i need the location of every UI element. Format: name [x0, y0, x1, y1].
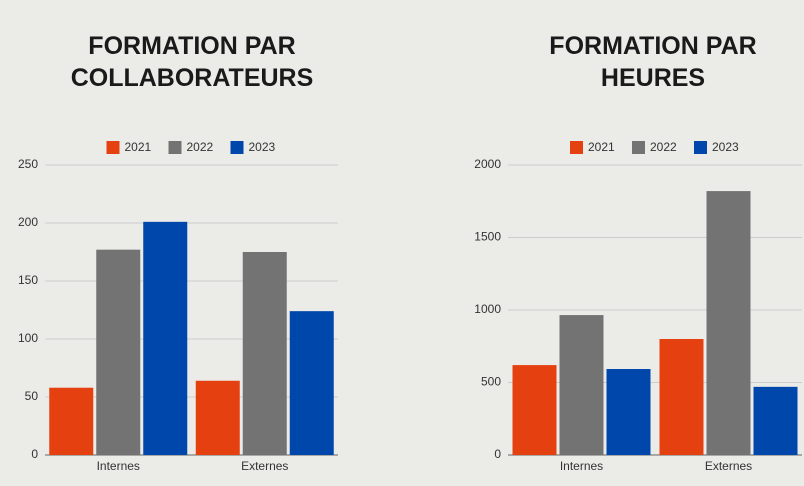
chart-title: FORMATION PAR COLLABORATEURS: [70, 32, 314, 92]
legend-swatch: [694, 141, 707, 154]
y-tick-label: 1500: [474, 230, 501, 244]
y-tick-label: 0: [494, 447, 501, 461]
y-tick-label: 100: [18, 331, 38, 345]
legend-swatch: [230, 141, 244, 154]
legend-swatch: [168, 141, 182, 154]
bar: [242, 252, 287, 455]
bar: [753, 386, 798, 455]
chart-title: FORMATION PAR HEURES: [549, 32, 757, 92]
x-tick-label: Externes: [241, 459, 288, 473]
y-tick-label: 50: [25, 389, 39, 403]
x-tick-label: Internes: [560, 459, 603, 473]
legend-label: 2021: [125, 140, 152, 154]
y-tick-label: 1000: [474, 302, 501, 316]
bar: [289, 311, 334, 455]
legend-label: 2021: [588, 140, 615, 154]
bar: [512, 365, 557, 455]
legend-swatch: [570, 141, 583, 154]
legend-label: 2023: [712, 140, 739, 154]
bar: [706, 191, 751, 455]
bar: [559, 315, 604, 455]
legend-label: 2022: [650, 140, 677, 154]
y-tick-label: 150: [18, 273, 38, 287]
bar: [96, 249, 141, 455]
x-tick-label: Internes: [97, 459, 140, 473]
legend-swatch: [106, 141, 120, 154]
y-tick-label: 500: [481, 375, 501, 389]
x-tick-label: Externes: [705, 459, 752, 473]
legend-swatch: [632, 141, 645, 154]
y-tick-label: 250: [18, 157, 38, 171]
bar: [143, 221, 188, 455]
legend-label: 2023: [249, 140, 276, 154]
legend-label: 2022: [187, 140, 214, 154]
bar: [195, 380, 240, 455]
bar: [49, 387, 94, 455]
y-tick-label: 2000: [474, 157, 501, 171]
y-tick-label: 0: [31, 447, 38, 461]
bar: [659, 339, 704, 455]
y-tick-label: 200: [18, 215, 38, 229]
bar: [606, 369, 651, 455]
